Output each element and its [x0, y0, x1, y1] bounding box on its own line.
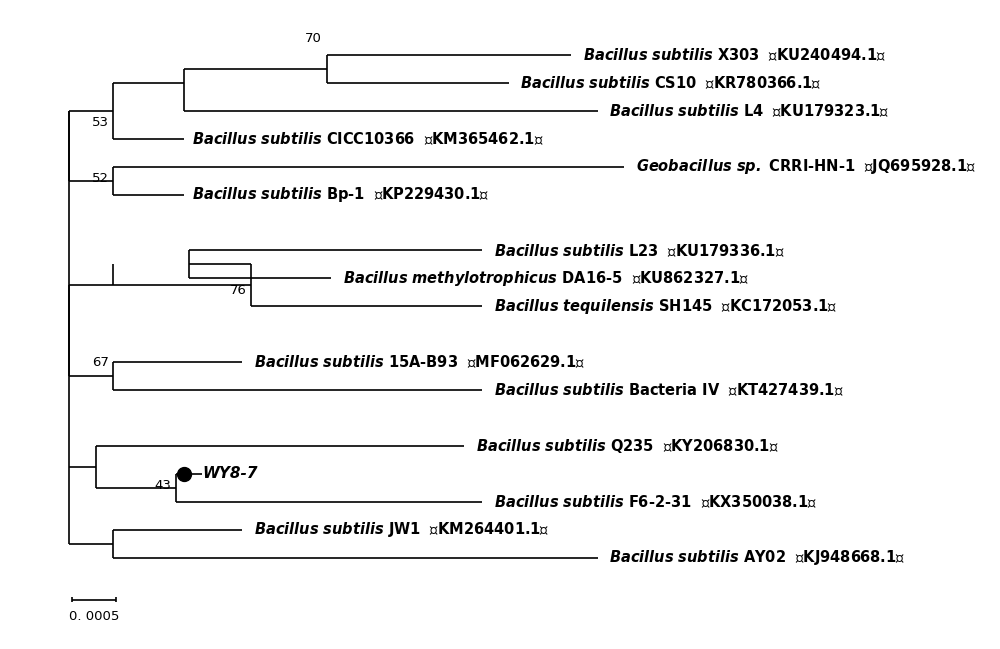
Text: $\bfit{Bacillus}\ \bfit{subtilis}$ CS10  （KR780366.1）: $\bfit{Bacillus}\ \bfit{subtilis}$ CS10 … [520, 75, 822, 92]
Text: $\bfit{Bacillus}\ \bfit{subtilis}$ Bacteria IV  （KT427439.1）: $\bfit{Bacillus}\ \bfit{subtilis}$ Bacte… [494, 382, 843, 398]
Text: 43: 43 [154, 479, 171, 492]
Text: $\bfit{Bacillus}\ \bfit{subtilis}$ 15A-B93  （MF062629.1）: $\bfit{Bacillus}\ \bfit{subtilis}$ 15A-B… [254, 354, 585, 371]
Text: 53: 53 [92, 116, 109, 129]
Text: $\bfit{Bacillus}\ \bfit{subtilis}$ X303  （KU240494.1）: $\bfit{Bacillus}\ \bfit{subtilis}$ X303 … [583, 47, 886, 63]
Text: $\bfit{Bacillus}\ \bfit{subtilis}$ Q235  （KY206830.1）: $\bfit{Bacillus}\ \bfit{subtilis}$ Q235 … [476, 437, 779, 455]
Text: 0. 0005: 0. 0005 [69, 610, 119, 623]
Text: $\bfit{Geobacillus}$ $\bfit{sp.}$ CRRI-HN-1  （JQ695928.1）: $\bfit{Geobacillus}$ $\bfit{sp.}$ CRRI-H… [636, 157, 976, 176]
Text: $\bfit{Bacillus}\ \bfit{methylotrophicus}$ DA16-5  （KU862327.1）: $\bfit{Bacillus}\ \bfit{methylotrophicus… [343, 269, 749, 288]
Text: $\bfit{Bacillus}\ \bfit{subtilis}$ L23  （KU179336.1）: $\bfit{Bacillus}\ \bfit{subtilis}$ L23 （… [494, 242, 785, 259]
Text: $\bfit{Bacillus}\ \bfit{subtilis}$ CICC10366  （KM365462.1）: $\bfit{Bacillus}\ \bfit{subtilis}$ CICC1… [192, 130, 543, 147]
Text: $\bfit{Bacillus}\ \bfit{tequilensis}$ SH145  （KC172053.1）: $\bfit{Bacillus}\ \bfit{tequilensis}$ SH… [494, 297, 837, 316]
Text: 70: 70 [305, 32, 322, 45]
Text: 67: 67 [92, 356, 109, 369]
Text: $\bfit{Bacillus}\ \bfit{subtilis}$ AY02  （KJ948668.1）: $\bfit{Bacillus}\ \bfit{subtilis}$ AY02 … [609, 548, 906, 567]
Text: 76: 76 [230, 284, 247, 297]
Text: $\bfit{Bacillus}\ \bfit{subtilis}$ F6-2-31  （KX350038.1）: $\bfit{Bacillus}\ \bfit{subtilis}$ F6-2-… [494, 493, 817, 510]
Text: WY8-7: WY8-7 [202, 467, 258, 482]
Text: $\bfit{Bacillus}\ \bfit{subtilis}$ L4  （KU179323.1）: $\bfit{Bacillus}\ \bfit{subtilis}$ L4 （K… [609, 103, 890, 119]
Text: 52: 52 [92, 172, 109, 185]
Text: $\bfit{Bacillus}\ \bfit{subtilis}$ JW1  （KM264401.1）: $\bfit{Bacillus}\ \bfit{subtilis}$ JW1 （… [254, 520, 549, 539]
Text: $\bfit{Bacillus}\ \bfit{subtilis}$ Bp-1  （KP229430.1）: $\bfit{Bacillus}\ \bfit{subtilis}$ Bp-1 … [192, 185, 489, 204]
